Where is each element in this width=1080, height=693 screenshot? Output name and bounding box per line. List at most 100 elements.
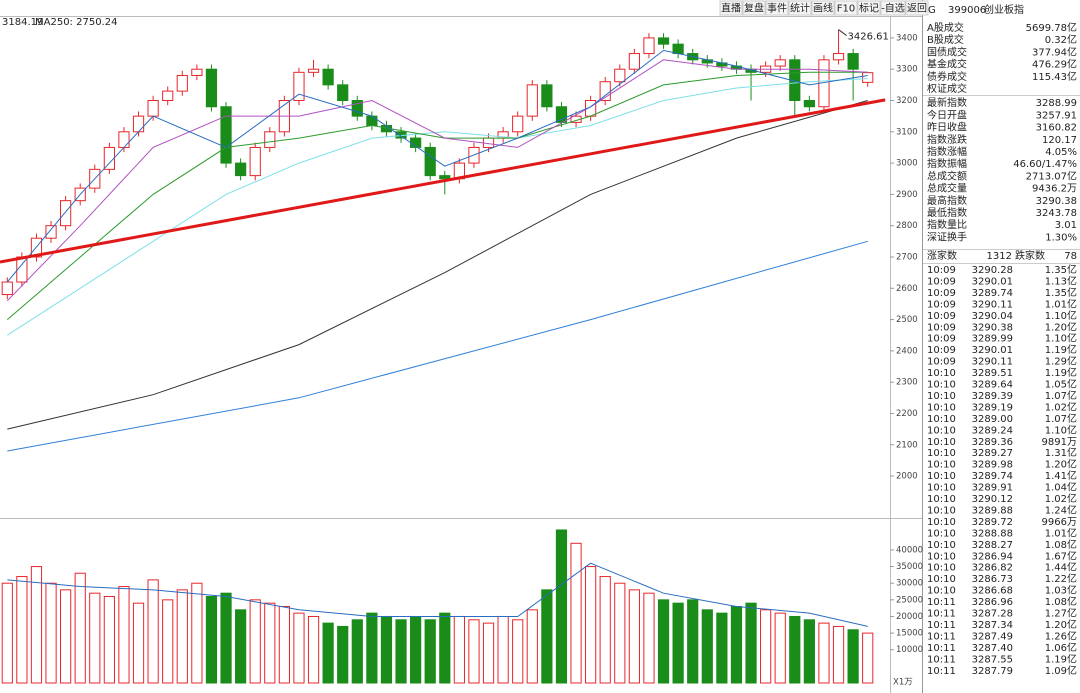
toolbar-button[interactable] [788,0,812,16]
toolbar-button[interactable] [765,0,789,16]
tick-time: 10:10 [927,471,956,482]
tick-price: 3289.98 [972,460,1013,471]
toolbar-label[interactable]: 事件 [767,2,787,15]
tick-price: 3290.11 [972,357,1013,368]
tick-time: 10:10 [927,517,956,528]
tick-price: 3286.82 [972,563,1013,574]
toolbar-button[interactable] [905,0,929,16]
volume-bar [132,602,145,684]
tick-volume: 1.01亿 [1045,297,1077,310]
volume-bar [687,599,699,684]
candle-body [307,68,320,73]
stat-label: 国债成交 [927,45,967,58]
tick-time: 10:10 [927,437,956,448]
toolbar-label[interactable]: 返回 [907,3,927,15]
toolbar-label[interactable]: 统计 [790,2,810,15]
y-tick-label: 2600 [896,284,918,294]
volume-bar [60,589,72,684]
tick-time: 10:10 [927,414,956,425]
volume-bar [1,582,13,684]
tick-price: 3286.73 [972,574,1013,585]
y-tick-label: 15000 [896,629,923,639]
volume-bar [570,542,582,684]
y-tick-label: 3000 [896,159,918,169]
stat-value: 3.01 [1055,220,1077,231]
toolbar-button[interactable] [857,0,881,16]
volume-bar [147,579,159,684]
candle-body [322,68,334,86]
tick-price: 3287.79 [972,666,1013,677]
stat-value: 3290.38 [1036,196,1077,207]
stat-value: 120.17 [1042,135,1077,146]
y-tick-label: 2100 [896,440,918,450]
tick-price: 3289.91 [972,483,1013,494]
y-tick-label: 2700 [896,252,918,262]
tick-volume: 1.10亿 [1045,309,1077,322]
volume-bar [468,619,480,684]
volume-bar [307,615,320,684]
tick-time: 10:11 [927,609,956,620]
toolbar-button[interactable] [834,0,858,16]
volume-bar [191,582,203,684]
tick-time: 10:10 [927,448,956,459]
line-series [6,59,868,302]
volume-bar [614,582,626,684]
tick-volume: 1.44亿 [1045,561,1077,574]
volume-bar [249,599,261,684]
stat-label: 昨日收盘 [927,121,967,134]
tick-time: 10:10 [927,391,956,402]
candle-body [191,68,203,76]
toolbar-label[interactable]: 直播 [721,2,741,15]
tick-price: 3288.88 [972,528,1013,539]
volume-bar [482,622,495,684]
tick-time: 10:11 [927,620,956,631]
volume-bar [118,586,130,684]
tick-time: 10:09 [927,322,956,333]
volume-bar [585,566,597,684]
stat-value: 3160.82 [1036,123,1077,134]
toolbar-button[interactable] [880,0,906,16]
candle-body [118,131,130,148]
volume-bar [555,529,568,684]
stat-value: 46.60/1.47% [1013,159,1077,170]
toolbar-label[interactable]: 复盘 [744,2,764,15]
toolbar-label[interactable]: F10 [837,4,855,15]
tick-price: 3289.51 [972,368,1013,379]
y-tick-label: 3100 [896,127,918,137]
candle-body [657,37,670,45]
name: 创业板指 [984,3,1024,16]
y-tick-label: 2300 [896,378,918,388]
breadth: 78 [1064,251,1077,262]
line-series [7,100,868,430]
toolbar-label[interactable]: 画线 [813,2,833,15]
stat-label: 最高指数 [927,194,967,207]
tick-time: 10:10 [927,551,956,562]
candle-body [264,131,276,148]
candle-body [60,200,72,227]
volume-bar [847,629,859,684]
volume-bar [424,619,436,684]
volume-bar [395,619,407,684]
tick-time: 10:11 [927,643,956,654]
tick-time: 10:10 [927,483,956,494]
toolbar-label[interactable]: -自选 [881,2,905,15]
toolbar-label[interactable]: 标记 [859,3,879,15]
candle-body [205,68,218,108]
tick-price: 3289.72 [972,517,1013,528]
tick-price: 3289.00 [972,414,1013,425]
toolbar-button[interactable] [719,0,743,16]
flag: G [928,5,936,16]
tick-volume: 1.13亿 [1045,274,1077,287]
candle-body [526,84,538,117]
toolbar-button[interactable] [742,0,766,16]
annotation: 3426.61 [848,32,889,43]
candle-body [439,175,451,180]
tick-volume: 9891万 [1042,437,1077,448]
y-tick-label: 3400 [896,33,918,43]
toolbar-button[interactable] [811,0,835,16]
volume-bar [730,605,743,684]
volume-bar [541,589,553,684]
tick-volume: 1.19亿 [1045,652,1077,665]
tick-volume: 1.07亿 [1045,389,1077,402]
stat-value: 9436.2万 [1032,184,1077,195]
